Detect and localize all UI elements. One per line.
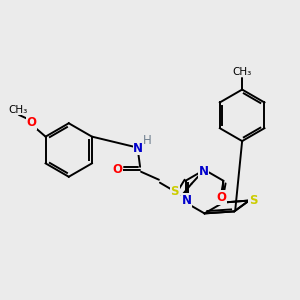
Text: N: N bbox=[182, 194, 192, 207]
Text: O: O bbox=[27, 116, 37, 129]
Text: O: O bbox=[112, 163, 122, 176]
Text: N: N bbox=[199, 165, 208, 178]
Text: CH₃: CH₃ bbox=[232, 67, 252, 77]
Text: S: S bbox=[249, 194, 257, 207]
Text: CH₃: CH₃ bbox=[8, 105, 28, 115]
Text: O: O bbox=[216, 191, 226, 204]
Text: S: S bbox=[170, 185, 179, 198]
Text: H: H bbox=[143, 134, 152, 147]
Text: N: N bbox=[133, 142, 143, 154]
